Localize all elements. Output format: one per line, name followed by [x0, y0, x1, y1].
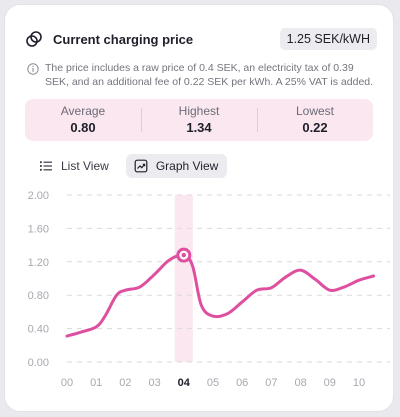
price-info-text: The price includes a raw price of 0.4 SE… — [45, 62, 374, 88]
x-tick-label: 01 — [90, 377, 102, 389]
y-tick-label: 2.00 — [28, 190, 49, 202]
view-switcher: List View Graph View — [31, 153, 228, 179]
list-icon — [40, 161, 52, 171]
x-tick-label: 06 — [236, 377, 248, 389]
graph-view-label: Graph View — [155, 159, 219, 173]
graph-icon — [134, 159, 148, 173]
y-tick-label: 1.60 — [28, 223, 49, 235]
stat-average-label: Average — [60, 104, 106, 118]
x-tick-label: 00 — [61, 377, 73, 389]
graph-view-button[interactable]: Graph View — [125, 154, 228, 178]
plug-icon — [25, 30, 43, 48]
stat-highest-value: 1.34 — [186, 120, 212, 135]
y-tick-label: 1.20 — [28, 257, 49, 269]
card-title: Current charging price — [53, 31, 194, 47]
price-series-line — [65, 253, 376, 338]
stat-highest: Highest 1.34 — [141, 104, 257, 136]
charging-price-card: Current charging price 1.25 SEK/kWH The … — [4, 4, 394, 412]
x-tick-label: 10 — [353, 377, 365, 389]
current-price-badge: 1.25 SEK/kWH — [279, 28, 377, 50]
x-tick-label-active: 04 — [178, 377, 191, 389]
x-tick-label: 05 — [207, 377, 219, 389]
current-hour-highlight — [174, 195, 193, 362]
stat-lowest: Lowest 0.22 — [257, 104, 373, 136]
price-info: The price includes a raw price of 0.4 SE… — [27, 61, 375, 89]
x-tick-label: 02 — [119, 377, 131, 389]
list-view-button[interactable]: List View — [31, 154, 118, 178]
current-price-marker-dot — [181, 252, 186, 258]
card-header: Current charging price 1.25 SEK/kWH — [25, 27, 377, 51]
x-tick-label: 09 — [324, 377, 336, 389]
price-stats: Average 0.80 Highest 1.34 Lowest 0.22 — [25, 99, 373, 141]
y-tick-label: 0.00 — [28, 357, 49, 369]
x-tick-label: 03 — [148, 377, 160, 389]
stat-lowest-value: 0.22 — [302, 120, 328, 135]
price-line-chart: 0.00 0.40 0.80 1.20 1.60 2.00 00 01 02 03 04 05 06 0… — [28, 190, 390, 389]
y-tick-label: 0.80 — [28, 290, 49, 302]
list-view-label: List View — [61, 159, 109, 173]
stat-average: Average 0.80 — [25, 104, 141, 136]
y-tick-label: 0.40 — [28, 324, 49, 336]
stat-average-value: 0.80 — [70, 120, 96, 135]
stat-highest-label: Highest — [178, 104, 220, 118]
header-left: Current charging price — [25, 30, 193, 48]
x-tick-label: 07 — [265, 377, 277, 389]
x-tick-label: 08 — [294, 377, 306, 389]
info-icon — [27, 62, 39, 75]
stat-lowest-label: Lowest — [295, 104, 335, 118]
